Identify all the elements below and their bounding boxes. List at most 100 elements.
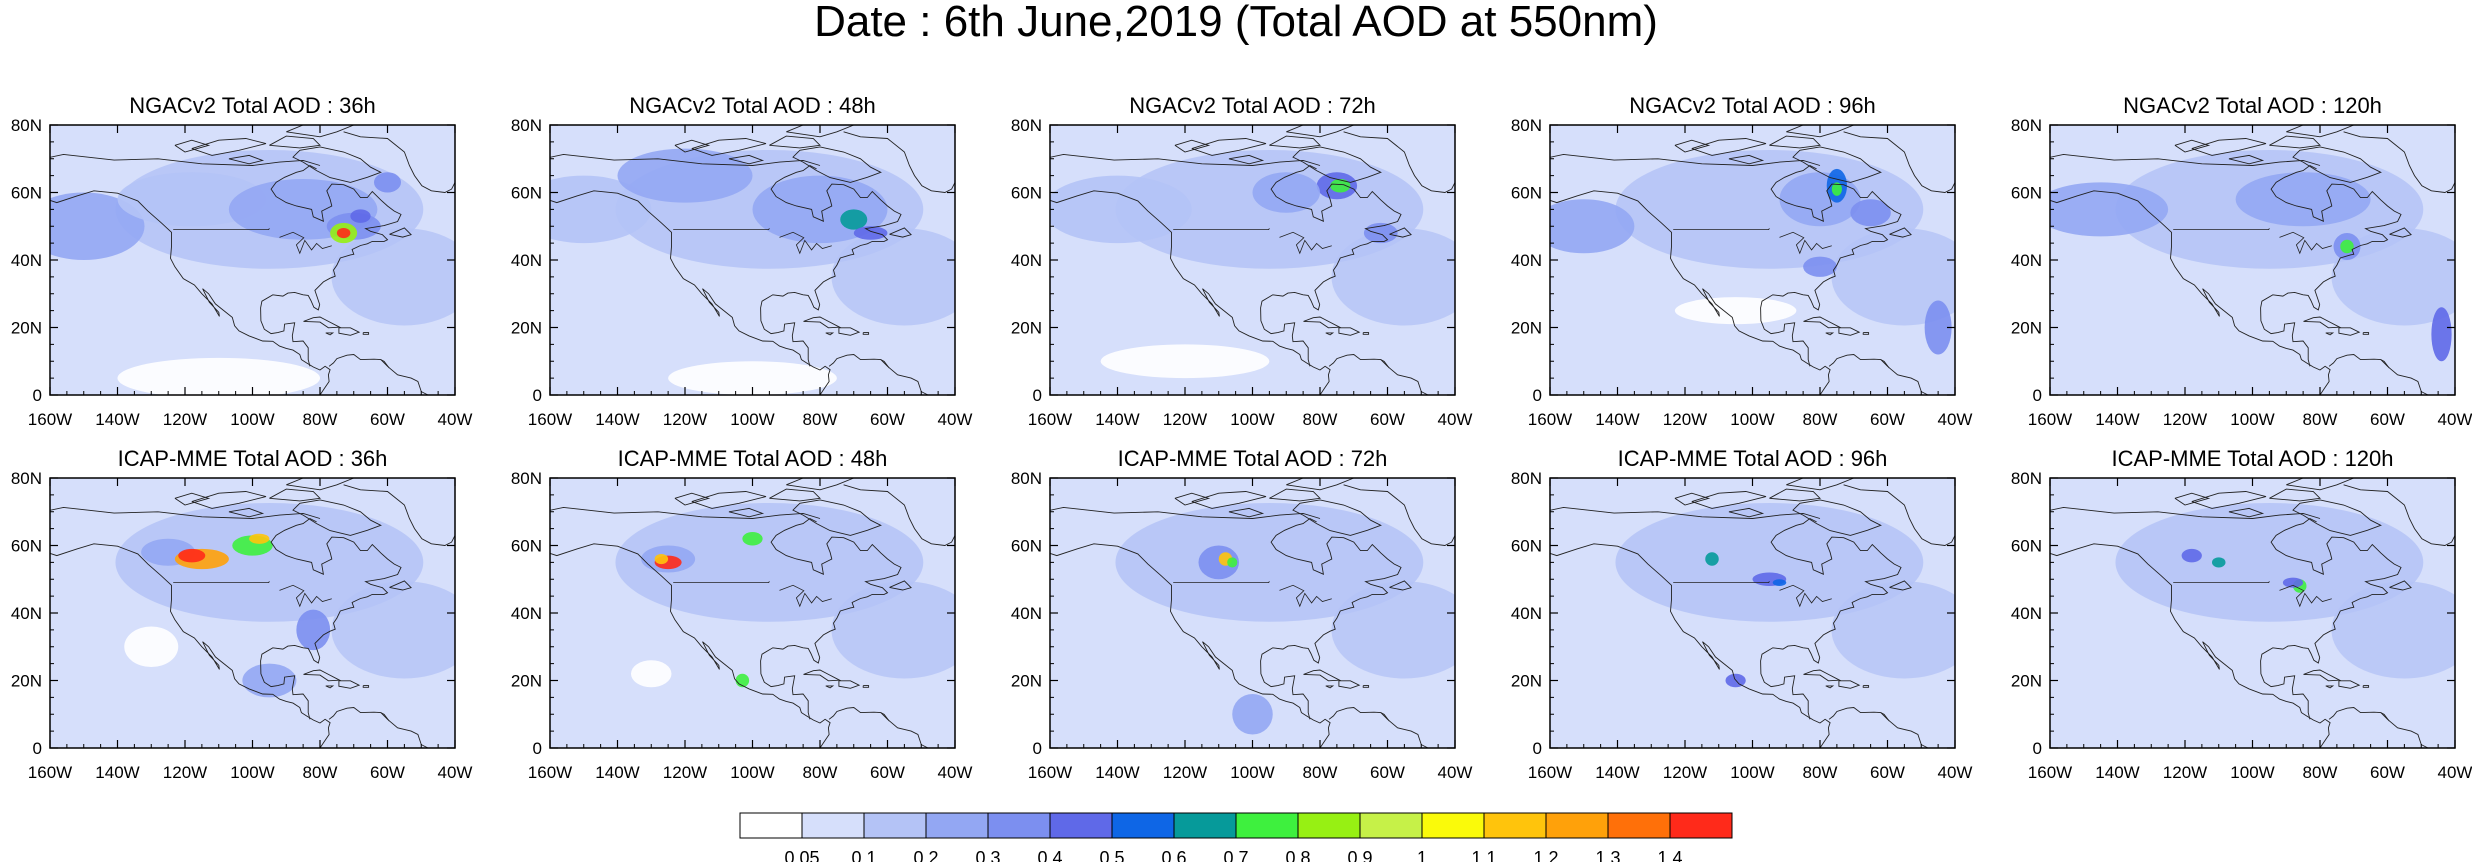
colorbar-swatch: [1483, 812, 1547, 839]
map-panel: ICAP-MME Total AOD : 96h 160W 140W 120W 100W…: [1511, 446, 1973, 782]
y-tick-label: 20N: [2011, 672, 2042, 691]
aod-band: [1831, 581, 1955, 679]
coastline: [1328, 707, 1429, 748]
coastline: [1389, 580, 1412, 591]
x-tick-label: 80W: [1803, 763, 1838, 782]
coastline: [880, 712, 890, 722]
y-tick-label: 0: [33, 739, 42, 758]
coastline: [1828, 354, 1929, 395]
x-tick-label: 100W: [730, 763, 774, 782]
y-tick-label: 40N: [11, 604, 42, 623]
coastline: [1228, 154, 1265, 165]
coastline: [828, 354, 929, 395]
country-border: [673, 581, 770, 583]
coastline: [1050, 190, 1331, 395]
coastline: [50, 506, 321, 519]
colorbar-label: 1: [1417, 848, 1427, 862]
y-tick-label: 0: [1533, 739, 1542, 758]
y-tick-label: 0: [1033, 739, 1042, 758]
coastline: [1728, 154, 1765, 165]
aod-field: [550, 478, 955, 748]
colorbar-label: 0.5: [1099, 848, 1124, 862]
x-tick-label: 160W: [28, 410, 72, 429]
country-border: [1173, 581, 1270, 583]
colorbar-swatch: [1173, 812, 1237, 839]
coastline: [1362, 685, 1370, 688]
x-tick-label: 120W: [1663, 763, 1707, 782]
coastline: [1260, 517, 1402, 720]
coastline: [303, 669, 342, 682]
coastline: [1728, 507, 1765, 518]
colorbar-swatch: [739, 812, 803, 839]
colorbar-swatch: [1607, 812, 1671, 839]
coastline: [1825, 332, 1835, 336]
map-panel: NGACv2 Total AOD : 48h 160W 140W 120W 100W 80…: [511, 93, 973, 429]
colorbar-label: 0.05: [784, 848, 819, 862]
map-panel: ICAP-MME Total AOD : 120h 160W 140W 120W 100…: [2011, 446, 2472, 782]
panel-title: ICAP-MME Total AOD : 96h: [1618, 446, 1888, 471]
coastline: [838, 680, 861, 689]
aod-feature: [550, 175, 652, 244]
y-tick-label: 40N: [511, 604, 542, 623]
colorbar-label: 0.3: [975, 848, 1000, 862]
coastline: [838, 327, 861, 336]
x-tick-label: 80W: [2303, 410, 2338, 429]
coastline: [803, 316, 842, 329]
coastline: [338, 327, 361, 336]
coastline: [674, 492, 711, 506]
aod-feature: [840, 209, 868, 230]
coastline: [328, 354, 429, 395]
aod-feature: [2181, 548, 2202, 563]
coastline: [325, 332, 335, 336]
coastline: [760, 517, 902, 720]
coastline: [2050, 153, 2321, 166]
coastline: [728, 507, 765, 518]
country-border: [1173, 228, 1270, 231]
y-tick-label: 40N: [11, 251, 42, 270]
coastline: [2362, 685, 2370, 688]
coastline: [362, 332, 370, 335]
coastline: [691, 491, 767, 509]
coastline: [1050, 153, 1321, 166]
coastline: [550, 506, 821, 519]
colorbar-swatch: [1669, 812, 1733, 839]
x-tick-label: 100W: [230, 763, 274, 782]
coastline: [792, 499, 882, 536]
coastline: [2325, 332, 2335, 336]
x-tick-label: 140W: [95, 763, 139, 782]
x-tick-label: 60W: [2370, 410, 2405, 429]
colorbar-swatch: [1049, 812, 1113, 839]
coastline: [1838, 327, 1861, 336]
x-tick-label: 100W: [1230, 410, 1274, 429]
y-tick-label: 0: [1033, 386, 1042, 405]
coastline: [1303, 669, 1342, 682]
coastline: [286, 478, 354, 491]
coastline: [2380, 712, 2390, 722]
y-tick-label: 80N: [2011, 469, 2042, 488]
aod-feature: [124, 626, 179, 667]
colorbar-swatch: [1421, 812, 1485, 839]
coastline: [389, 580, 412, 591]
colorbar-swatch: [1297, 812, 1361, 839]
country-border: [2173, 581, 2270, 583]
y-tick-label: 20N: [1011, 319, 1042, 338]
coastline: [2260, 164, 2402, 367]
coastline: [550, 153, 821, 166]
aod-feature: [1252, 172, 1320, 213]
aod-feature: [2050, 182, 2169, 237]
aod-feature: [350, 209, 371, 223]
coastline: [1825, 685, 1835, 689]
x-tick-label: 160W: [1028, 410, 1072, 429]
coastline: [674, 139, 711, 153]
y-tick-label: 60N: [1011, 184, 1042, 203]
country-border: [673, 228, 770, 231]
coastline: [769, 135, 821, 149]
coastline: [174, 139, 211, 153]
great-lakes: [279, 231, 332, 255]
x-tick-label: 80W: [2303, 763, 2338, 782]
coastline: [803, 669, 842, 682]
coastline: [1691, 491, 1767, 509]
coastline: [1325, 332, 1335, 336]
coastline: [825, 685, 835, 689]
x-tick-label: 100W: [2230, 763, 2274, 782]
